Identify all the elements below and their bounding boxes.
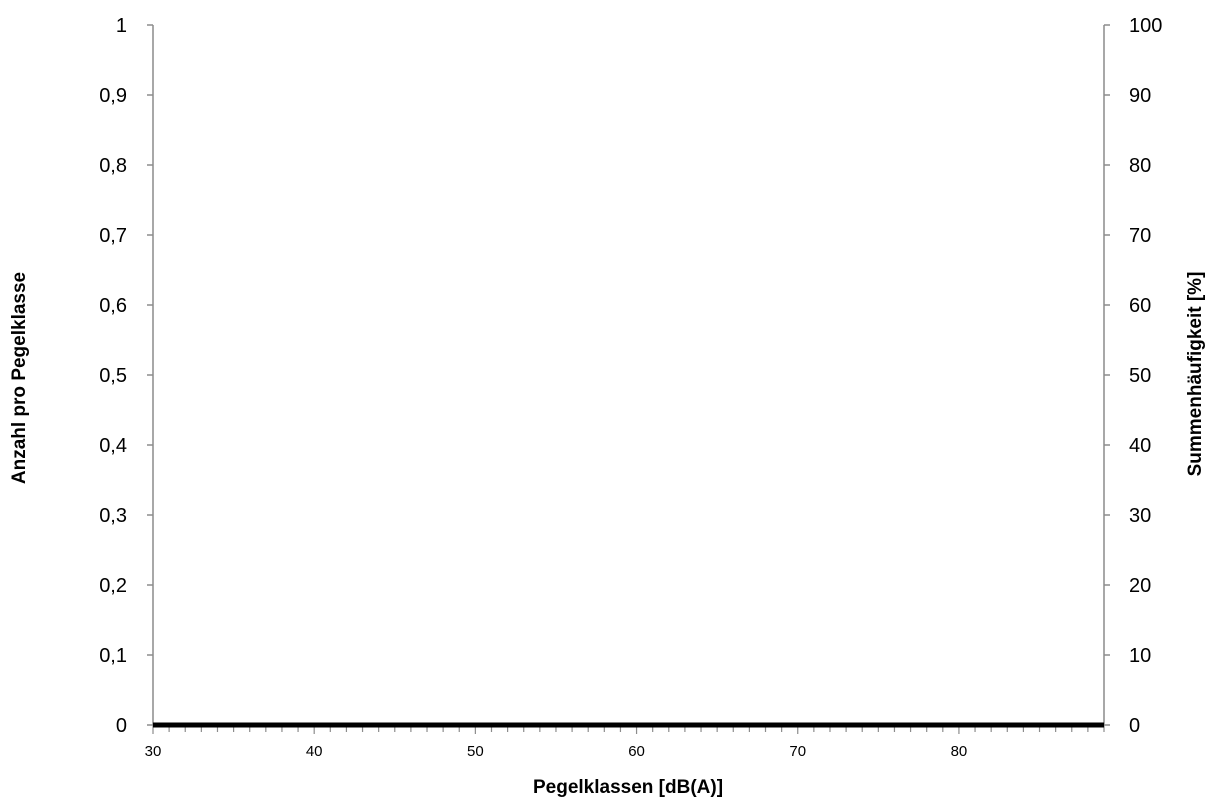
- y-left-tick-label: 0,2: [99, 575, 127, 597]
- y-axis-right-title: Summenhäufigkeit [%]: [1185, 272, 1206, 477]
- y-right-tick-label: 20: [1129, 575, 1151, 597]
- x-tick-label: 30: [145, 743, 162, 760]
- y-right-tick-label: 70: [1129, 225, 1151, 247]
- y-left-tick-label: 0,5: [99, 365, 127, 387]
- y-left-tick-label: 0,3: [99, 505, 127, 527]
- y-axis-right-ticks: 0 10 20 30 40 50 60 70 80 90 100: [1104, 15, 1162, 737]
- x-tick-label: 60: [628, 743, 645, 760]
- x-axis-title: Pegelklassen [dB(A)]: [533, 777, 723, 798]
- y-left-tick-label: 0,4: [99, 435, 127, 457]
- y-right-tick-label: 100: [1129, 15, 1162, 37]
- y-left-tick-label: 0,6: [99, 295, 127, 317]
- x-axis-ticks: 30 40 50 60 70 80: [145, 725, 1105, 760]
- y-right-tick-label: 90: [1129, 85, 1151, 107]
- y-right-tick-label: 10: [1129, 645, 1151, 667]
- y-right-tick-label: 50: [1129, 365, 1151, 387]
- y-left-tick-label: 0: [116, 715, 127, 737]
- y-right-tick-label: 0: [1129, 715, 1140, 737]
- y-left-tick-label: 0,9: [99, 85, 127, 107]
- y-right-tick-label: 60: [1129, 295, 1151, 317]
- y-axis-left-ticks: 0 0,1 0,2 0,3 0,4 0,5 0,6 0,7 0,8 0,9 1: [99, 15, 153, 737]
- x-tick-label: 80: [951, 743, 968, 760]
- x-tick-label: 50: [467, 743, 484, 760]
- y-left-tick-label: 1: [116, 15, 127, 37]
- plot-area: 0 0,1 0,2 0,3 0,4 0,5 0,6 0,7 0,8 0,9 1 0 10 20 30 40 5…: [99, 15, 1162, 760]
- x-tick-label: 70: [789, 743, 806, 760]
- y-right-tick-label: 80: [1129, 155, 1151, 177]
- y-left-tick-label: 0,7: [99, 225, 127, 247]
- x-tick-label: 40: [306, 743, 323, 760]
- y-right-tick-label: 30: [1129, 505, 1151, 527]
- y-left-tick-label: 0,8: [99, 155, 127, 177]
- y-left-tick-label: 0,1: [99, 645, 127, 667]
- y-right-tick-label: 40: [1129, 435, 1151, 457]
- y-axis-left-title: Anzahl pro Pegelklasse: [9, 272, 30, 484]
